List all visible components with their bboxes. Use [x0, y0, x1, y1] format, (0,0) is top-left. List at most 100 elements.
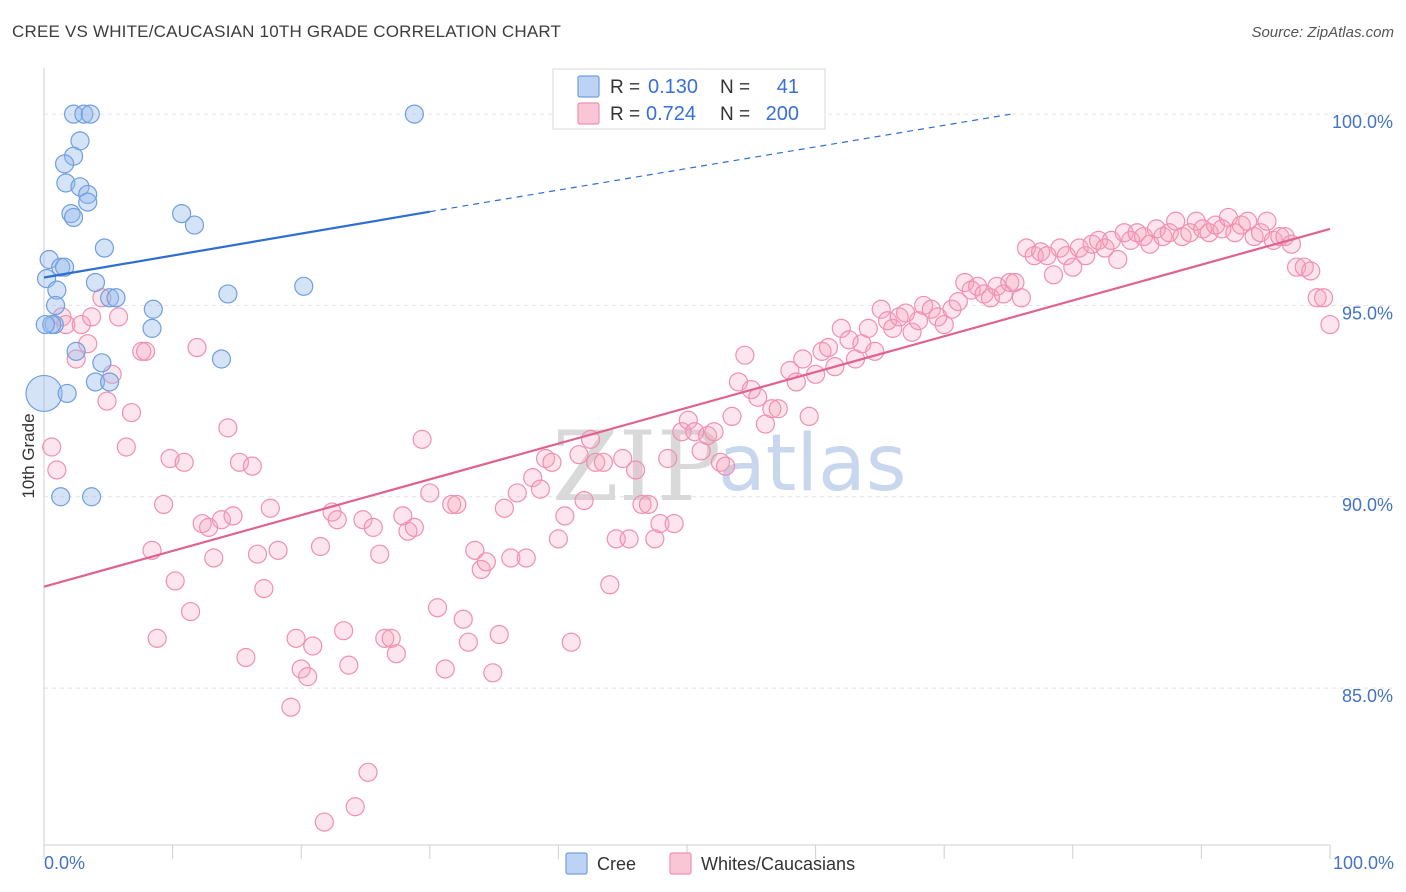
whites-point	[174, 452, 194, 472]
cree-point	[94, 238, 115, 258]
whites-point	[678, 410, 698, 430]
cree-point	[63, 104, 84, 124]
cree-point	[92, 353, 112, 373]
whites-point	[1320, 314, 1340, 335]
whites-point	[56, 314, 76, 335]
whites-point	[298, 667, 318, 687]
whites-point	[1257, 211, 1277, 231]
whites-point	[1095, 238, 1115, 258]
whites-point	[165, 571, 185, 591]
whites-point	[97, 391, 117, 411]
whites-point	[645, 529, 665, 549]
chart-title: CREE VS WHITE/CAUCASIAN 10TH GRADE CORRE…	[12, 22, 562, 41]
whites-point	[1307, 288, 1327, 308]
whites-point	[420, 483, 440, 503]
whites-point	[147, 628, 167, 648]
legend-n-value-whites: 200	[766, 103, 799, 125]
watermark: ZIP atlas	[552, 411, 907, 523]
whites-point	[1000, 272, 1020, 293]
whites-point	[375, 628, 395, 648]
whites-point	[447, 494, 467, 515]
cree-point	[35, 314, 55, 335]
y-axis-title: 10th Grade	[19, 413, 38, 498]
whites-point	[948, 292, 968, 312]
bottom-legend-swatch-cree	[565, 852, 588, 875]
cree-point	[106, 288, 126, 308]
whites-point	[658, 448, 678, 469]
whites-point	[66, 349, 86, 369]
whites-point	[247, 544, 268, 564]
whites-point	[625, 460, 646, 480]
whites-point	[108, 307, 129, 327]
cree-point	[80, 104, 100, 124]
whites-point	[435, 659, 455, 679]
whites-point	[281, 697, 301, 717]
whites-point	[818, 337, 839, 358]
cree-point	[85, 372, 106, 392]
whites-point	[218, 418, 238, 438]
legend-swatch-whites	[577, 102, 600, 125]
whites-point	[286, 628, 306, 648]
whites-point	[638, 494, 659, 515]
legend-r-value-whites: 0.724	[646, 103, 696, 125]
whites-point	[619, 529, 639, 549]
cree-point	[99, 372, 120, 392]
whites-point	[980, 288, 1001, 308]
cree-point	[70, 177, 90, 197]
whites-point	[229, 452, 250, 472]
whites-point	[993, 284, 1013, 304]
whites-point	[501, 548, 521, 568]
cree-point	[66, 341, 86, 361]
whites-point	[987, 276, 1007, 296]
cree-point	[172, 203, 192, 224]
legend-r-label-cree: R =	[610, 77, 640, 98]
whites-point	[1069, 238, 1089, 258]
y-tick-label: 85.0%	[1342, 686, 1393, 706]
whites-point	[793, 349, 813, 369]
whites-point	[78, 334, 98, 354]
whites-point	[1063, 257, 1083, 277]
cree-points	[25, 104, 424, 507]
whites-point	[345, 797, 365, 817]
whites-point	[187, 337, 207, 358]
whites-point	[1108, 249, 1128, 270]
legend-r-value-cree: 0.130	[648, 76, 698, 98]
whites-point	[1121, 230, 1141, 250]
whites-point	[242, 456, 262, 476]
whites-point	[902, 322, 922, 342]
whites-point	[768, 399, 788, 419]
whites-point	[1159, 223, 1179, 243]
cree-point	[57, 383, 77, 404]
x-tick-label-max: 100.0%	[1333, 853, 1394, 873]
whites-point	[530, 479, 550, 499]
whites-point	[254, 579, 274, 599]
y-tick-label: 100.0%	[1332, 112, 1393, 132]
whites-point	[358, 762, 378, 782]
cree-point	[78, 184, 98, 205]
x-tick-label-min: 0.0%	[44, 853, 85, 873]
whites-point	[404, 517, 424, 537]
whites-point	[339, 655, 359, 675]
whites-point	[386, 644, 406, 664]
whites-point	[735, 345, 755, 365]
whites-point	[516, 548, 536, 568]
whites-point	[465, 540, 485, 560]
whites-point	[268, 540, 288, 560]
cree-point	[42, 314, 62, 335]
whites-point	[494, 498, 514, 518]
whites-point	[934, 314, 954, 335]
whites-point	[1281, 234, 1302, 254]
cree-point	[74, 104, 94, 124]
cree-point	[63, 207, 84, 228]
whites-points	[42, 207, 1340, 832]
whites-point	[921, 299, 941, 319]
whites-point	[236, 647, 256, 668]
whites-point	[1199, 223, 1219, 243]
whites-point	[548, 529, 569, 549]
whites-point	[561, 632, 581, 652]
whites-point	[586, 452, 606, 472]
trend-lines	[43, 113, 1331, 588]
whites-point	[310, 536, 331, 557]
whites-point	[650, 513, 670, 534]
whites-point	[839, 330, 859, 350]
